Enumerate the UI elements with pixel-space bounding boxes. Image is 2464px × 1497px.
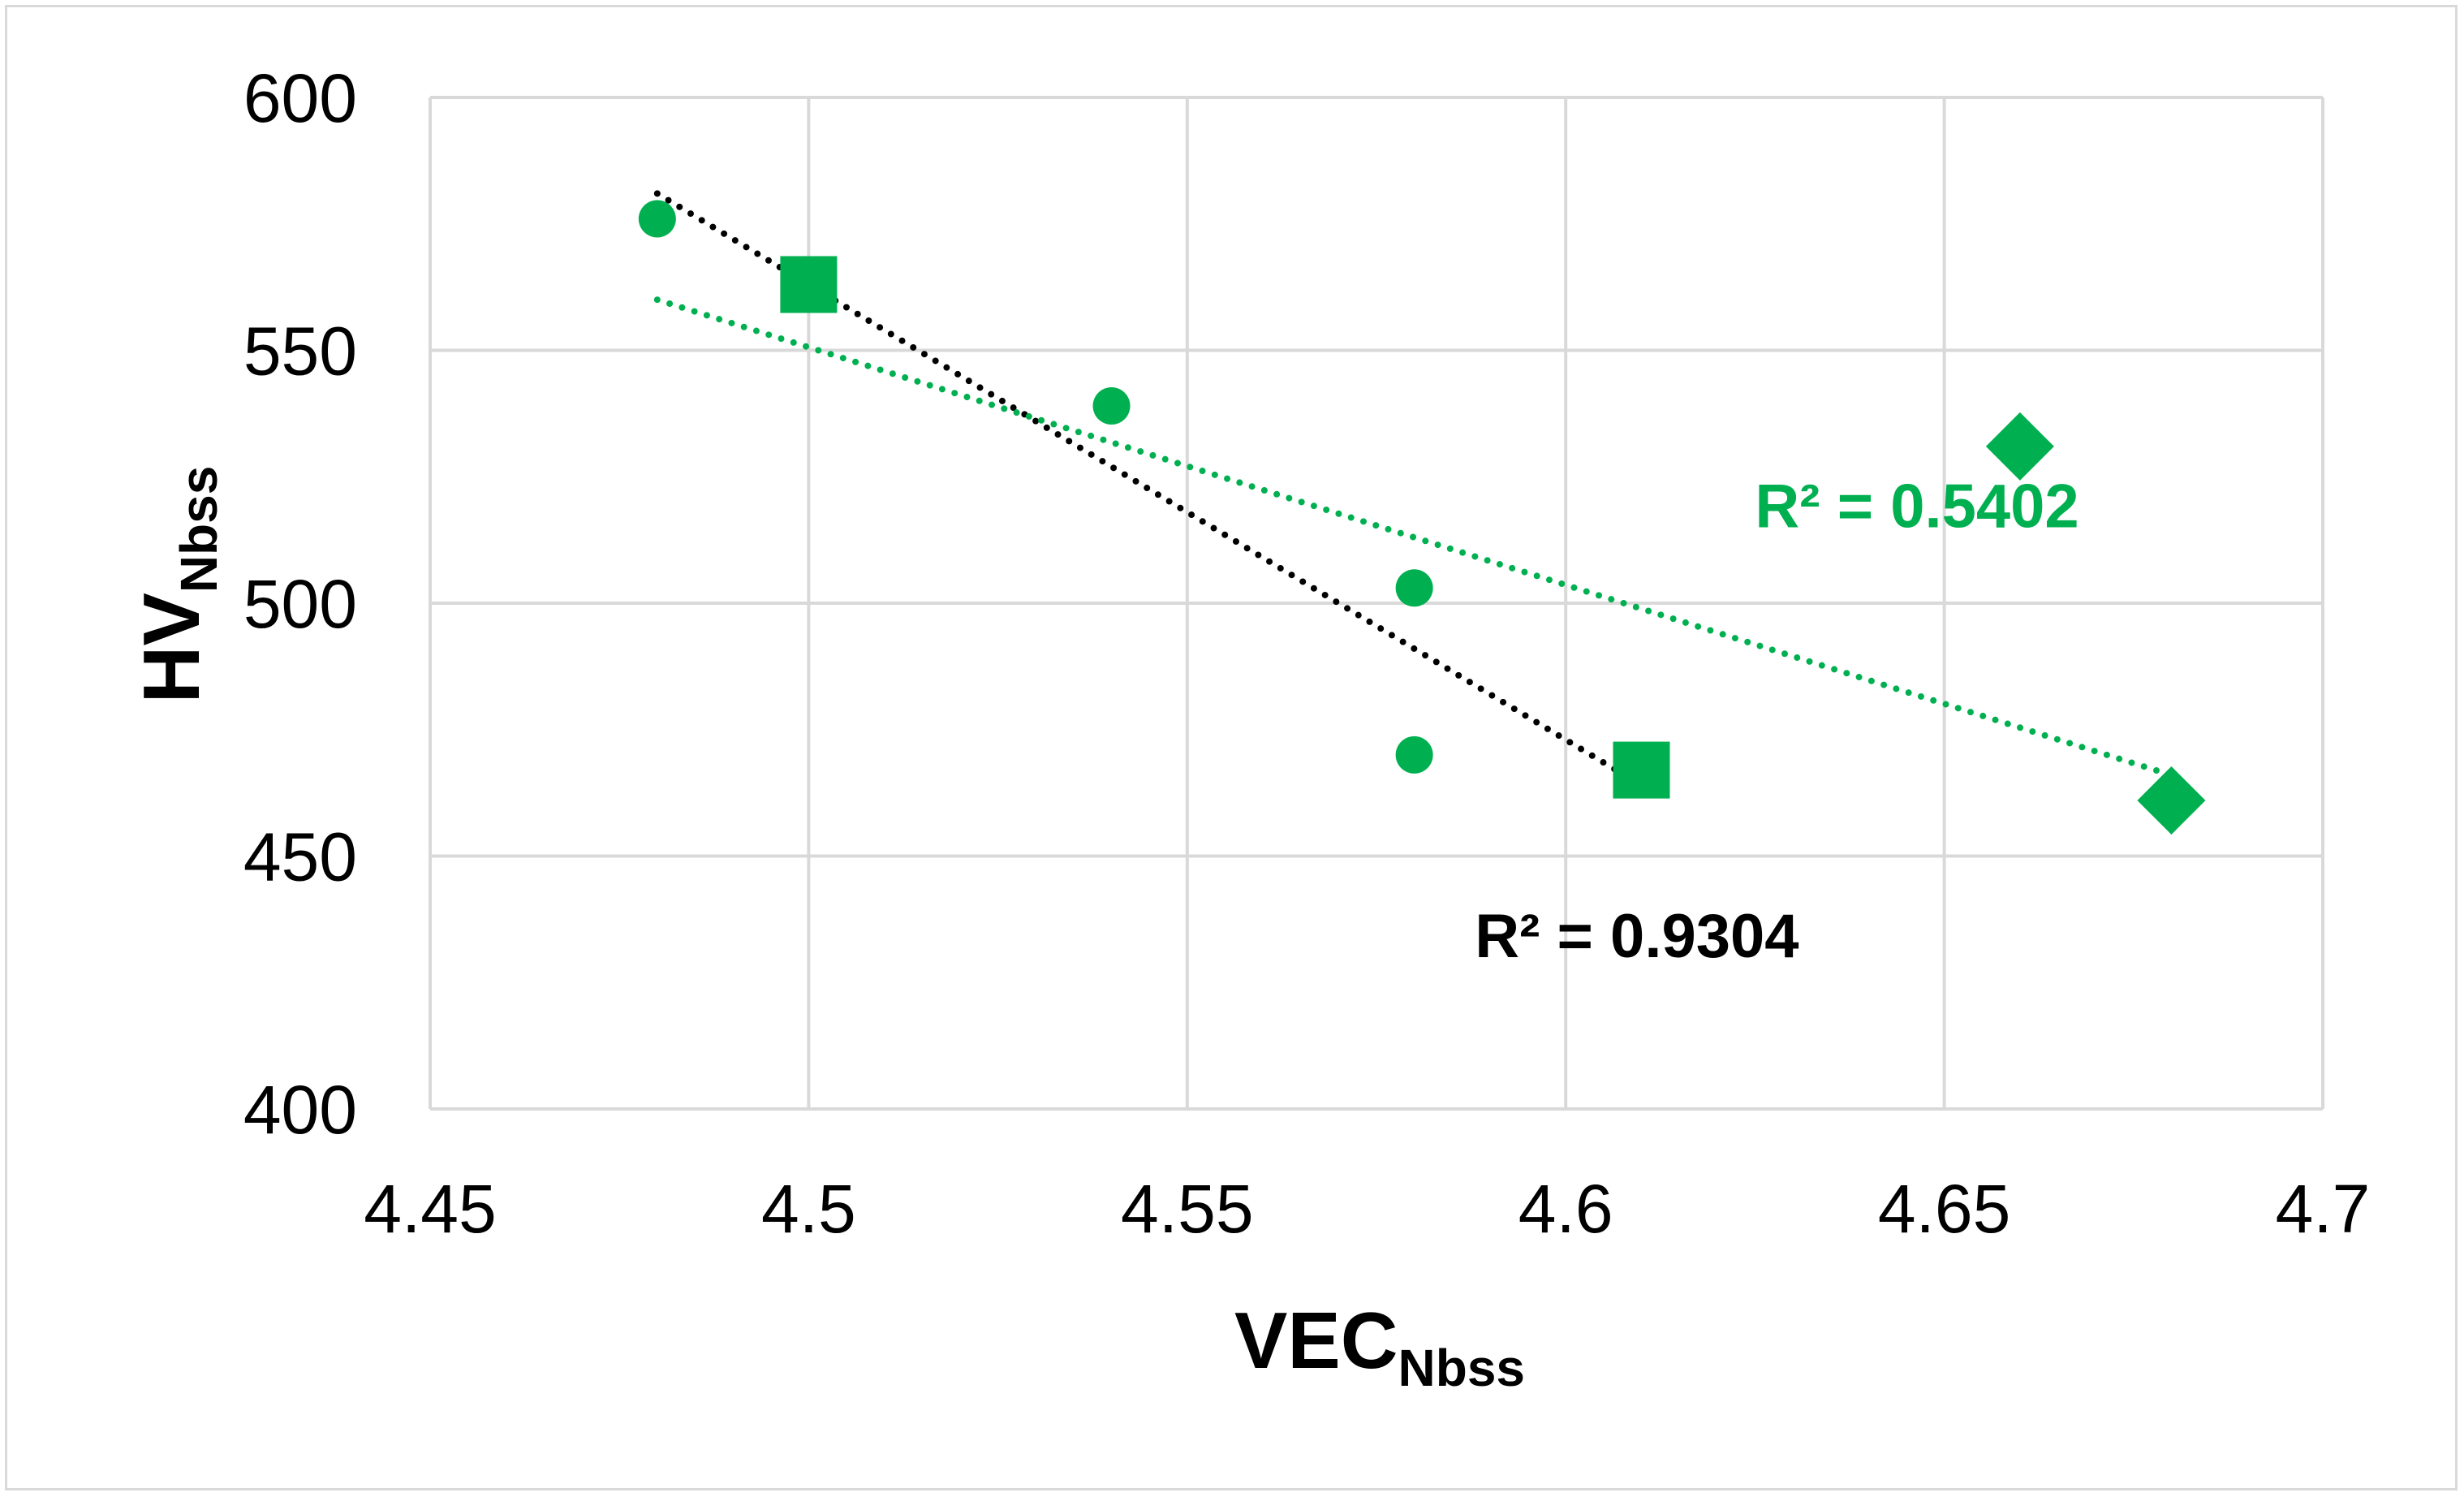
y-tick-label: 500 — [243, 566, 357, 642]
diamond-marker — [1985, 412, 2054, 481]
y-axis-title-sub: Nbss — [170, 466, 228, 593]
marker-layer — [638, 200, 2206, 835]
x-axis-title-main: VEC — [1234, 1296, 1398, 1385]
green-trend-line — [653, 296, 2175, 779]
r2-label-black-trend: R² = 0.9304 — [1475, 902, 1798, 971]
square-marker — [1613, 741, 1670, 799]
x-tick-label: 4.6 — [1518, 1171, 1613, 1247]
y-tick-label: 550 — [243, 313, 357, 390]
x-tick-label: 4.55 — [1121, 1171, 1254, 1247]
circle-marker — [1395, 736, 1433, 774]
circle-marker — [1395, 569, 1433, 607]
black-trend-line — [653, 190, 1645, 789]
r2-label-green-trend: R² = 0.5402 — [1755, 472, 2078, 541]
grid-layer — [429, 96, 2324, 1111]
diamond-marker — [2137, 766, 2206, 835]
circle-marker — [1092, 387, 1131, 425]
x-axis-title: VECNbss — [1234, 1296, 1525, 1397]
tick-label-layer: 4.45 4.5 4.55 4.6 4.65 4.7 400 450 500 550 600 — [243, 60, 2371, 1247]
chart-frame — [5, 5, 2458, 1491]
x-tick-label: 4.7 — [2276, 1171, 2371, 1247]
x-axis-title-sub: Nbss — [1398, 1339, 1526, 1397]
y-tick-label: 400 — [243, 1072, 357, 1148]
y-tick-label: 450 — [243, 819, 357, 895]
trendline-layer — [653, 190, 2175, 789]
square-marker — [780, 256, 838, 313]
y-axis-title: HVNbss — [127, 466, 228, 704]
circle-marker — [638, 200, 676, 238]
y-axis-title-main: HV — [127, 593, 216, 703]
x-tick-label: 4.45 — [364, 1171, 497, 1247]
y-tick-label: 600 — [243, 60, 357, 136]
x-tick-label: 4.65 — [1878, 1171, 2011, 1247]
x-tick-label: 4.5 — [761, 1171, 856, 1247]
